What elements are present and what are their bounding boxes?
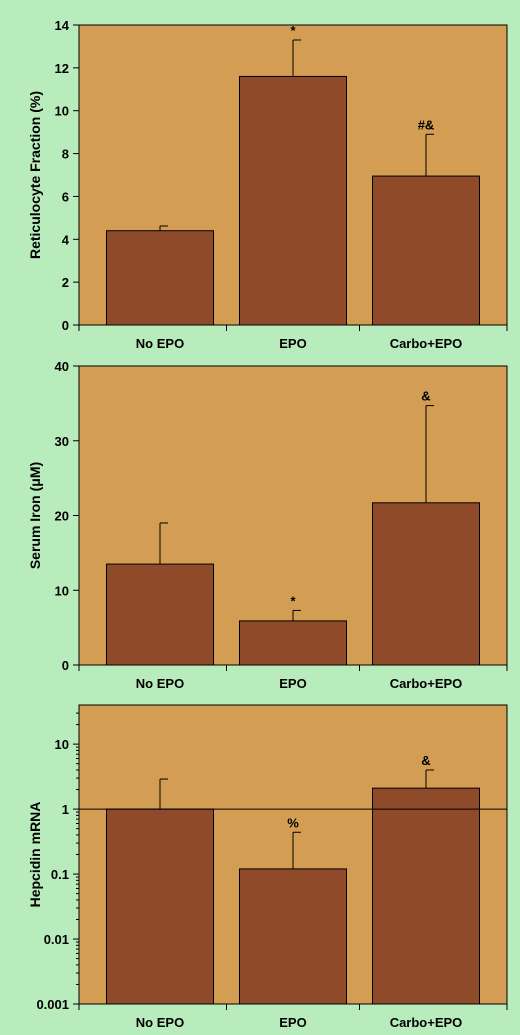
x-tick-label: EPO xyxy=(279,336,306,351)
hepcidin-mrna-chart: No EPO% EPO & Carbo+EPO 0.001 0.01 0.1 1 10 Hepci… xyxy=(27,704,508,1030)
y-axis-title: Reticulocyte Fraction (%) xyxy=(27,91,43,259)
y-tick-label: 12 xyxy=(55,61,69,76)
x-tick-label: EPO xyxy=(279,676,306,691)
significance-marker: #& xyxy=(418,117,435,132)
x-tick-label: No EPO xyxy=(136,1015,184,1030)
bar-no-epo xyxy=(106,230,214,326)
bar-epo xyxy=(239,868,347,1005)
y-axis-title: Hepcidin mRNA xyxy=(27,802,43,908)
x-tick-label: Carbo+EPO xyxy=(390,676,463,691)
significance-marker: * xyxy=(290,23,296,38)
significance-marker: % xyxy=(287,815,299,830)
significance-marker: & xyxy=(421,389,430,404)
y-tick-label: 14 xyxy=(55,18,70,33)
y-tick-label: 0.1 xyxy=(51,867,69,882)
y-axis-title: Serum Iron (μM) xyxy=(27,462,43,569)
y-tick-label: 1 xyxy=(62,802,69,817)
bar-epo xyxy=(239,620,347,666)
y-tick-label: 6 xyxy=(62,189,69,204)
y-tick-label: 10 xyxy=(55,737,69,752)
y-tick-label: 20 xyxy=(55,509,69,524)
significance-marker: * xyxy=(290,593,296,608)
y-tick-label: 30 xyxy=(55,434,69,449)
reticulocyte-fraction-chart: No EPO * EPO #& Carbo+EPO 0 2 4 6 8 10 12 14 Reticulo… xyxy=(27,18,508,351)
bar-carbo-epo xyxy=(372,175,480,326)
x-tick-label: No EPO xyxy=(136,676,184,691)
bar-carbo-epo xyxy=(372,787,480,1005)
y-tick-label: 10 xyxy=(55,583,69,598)
y-tick-label: 4 xyxy=(62,232,70,247)
bar-epo xyxy=(239,75,347,326)
y-tick-label: 8 xyxy=(62,147,69,162)
y-tick-label: 0 xyxy=(62,658,69,673)
serum-iron-chart: No EPO * EPO & Carbo+EPO 0 10 20 30 40 Serum Iron … xyxy=(27,359,508,691)
y-tick-label: 0.01 xyxy=(44,932,69,947)
x-tick-label: No EPO xyxy=(136,336,184,351)
x-tick-label: EPO xyxy=(279,1015,306,1030)
x-tick-label: Carbo+EPO xyxy=(390,1015,463,1030)
bar-no-epo xyxy=(106,808,214,1005)
x-tick-label: Carbo+EPO xyxy=(390,336,463,351)
bar-carbo-epo xyxy=(372,502,480,666)
y-tick-label: 10 xyxy=(55,104,69,119)
significance-marker: & xyxy=(421,753,430,768)
y-tick-label: 0.001 xyxy=(36,997,69,1012)
y-tick-label: 0 xyxy=(62,318,69,333)
y-tick-label: 40 xyxy=(55,359,69,374)
bar-no-epo xyxy=(106,563,214,666)
y-tick-label: 2 xyxy=(62,275,69,290)
